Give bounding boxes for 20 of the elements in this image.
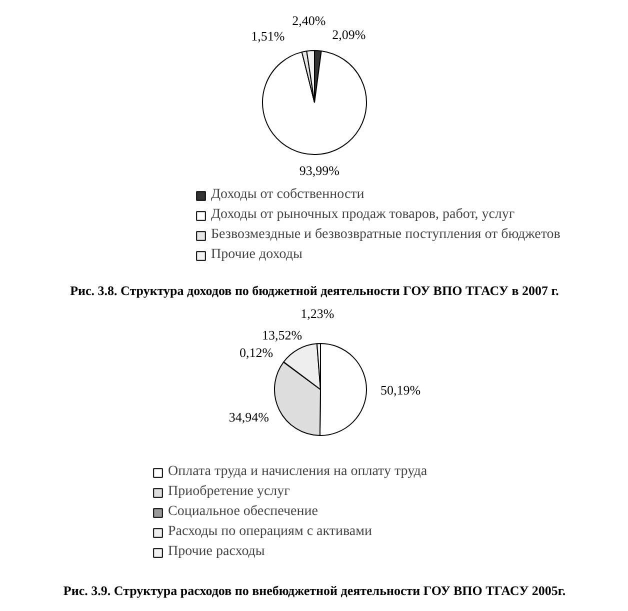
data-label: 13,52% <box>262 328 302 343</box>
data-label: 93,99% <box>299 162 340 178</box>
text: Рис. 3.8. Структура доходов по бюджетной деятельности ГОУ ВПО ТГАСУ в 2007 г. <box>70 283 559 298</box>
legend-label: Социальное обеспечение <box>168 504 318 520</box>
legend-label: Приобретение услуг <box>168 484 290 500</box>
data-label: 0,12% <box>240 344 274 360</box>
data-label: 50,19% <box>380 382 421 398</box>
data-label: 1,23% <box>300 306 334 322</box>
data-label: 1,51% <box>251 28 285 44</box>
data-label: 2,40% <box>292 13 326 28</box>
data-label: 34,94% <box>228 410 270 425</box>
legend-label: Доходы от рыночных продаж товаров, работ, услуг <box>211 207 515 223</box>
text: Рис. 3.9. Структура расходов по внебюджетной деятельности ГОУ ВПО ТГАСУ 2005г. <box>63 583 566 598</box>
data-label: 2,09% <box>332 27 366 42</box>
legend-label: Прочие доходы <box>211 247 302 263</box>
legend-label: Расходы по операциям с активами <box>168 524 372 540</box>
legend-label: Оплата труда и начисления на оплату труда <box>168 464 428 480</box>
legend-label: Доходы от собственности <box>211 187 364 203</box>
legend-label: Прочие расходы <box>168 544 265 560</box>
legend-label: Безвозмездные и безвозвратные поступления от бюджетов <box>211 227 560 243</box>
